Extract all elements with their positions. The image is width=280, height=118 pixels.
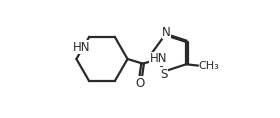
Text: HN: HN [150,53,167,65]
Text: S: S [161,68,168,81]
Text: HN: HN [73,41,90,54]
Text: O: O [136,77,145,90]
Text: N: N [162,26,171,39]
Text: CH₃: CH₃ [199,61,219,71]
